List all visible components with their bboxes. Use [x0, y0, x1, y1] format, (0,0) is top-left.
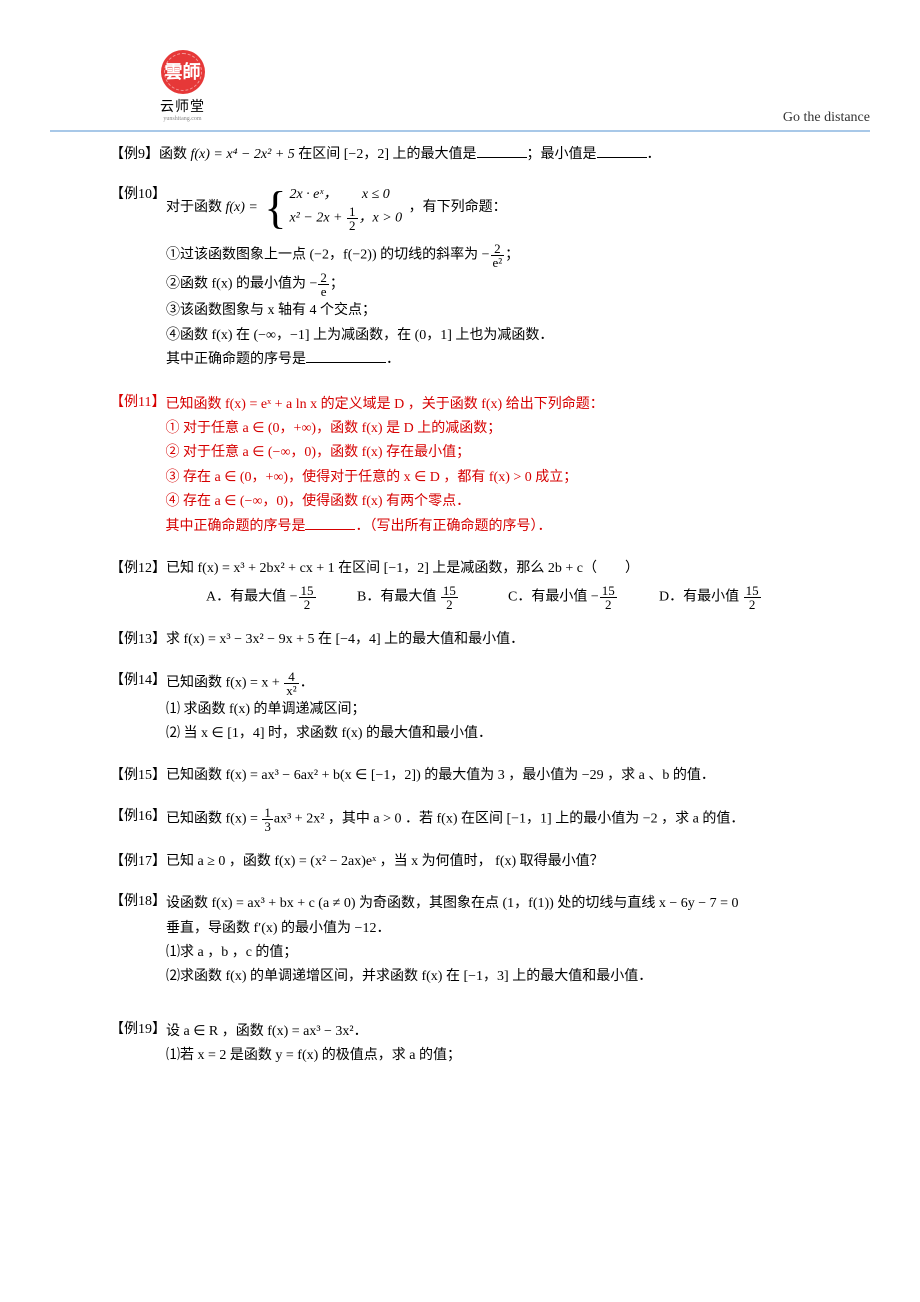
- seal-icon: 雲師: [161, 50, 205, 94]
- case1-cond: x ≤ 0: [362, 187, 390, 202]
- item-5: 其中正确命题的序号是．（写出所有正确命题的序号）．: [165, 516, 810, 538]
- example-body: 已知 a ≥ 0 ，函数 f(x) = (x² − 2ax)eˣ ，当 x 为何…: [166, 851, 810, 873]
- case2-cond: ，x > 0: [359, 211, 403, 226]
- stem: 已知 f(x) = x³ + 2bx² + cx + 1 在区间 [−1，2] …: [166, 558, 810, 580]
- sub-2: ⑵求函数 f(x) 的单调递增区间，并求函数 f(x) 在 [−1，3] 上的最…: [166, 966, 810, 988]
- item-2: ② 对于任意 a ∈ (−∞，0)，函数 f(x) 存在最小值；: [165, 442, 810, 464]
- formula: f(x) = x⁴ − 2x² + 5: [191, 147, 295, 162]
- example-16: 【例16】 已知函数 f(x) = 13ax³ + 2x² ，其中 a > 0 …: [110, 806, 810, 833]
- example-label: 【例19】: [110, 1019, 166, 1070]
- example-label: 【例9】: [110, 144, 159, 166]
- brace-icon: {: [264, 185, 286, 231]
- example-body: 设函数 f(x) = ax³ + bx + c (a ≠ 0) 为奇函数，其图象…: [166, 891, 810, 991]
- example-label: 【例14】: [110, 670, 166, 748]
- example-18: 【例18】 设函数 f(x) = ax³ + bx + c (a ≠ 0) 为奇…: [110, 891, 810, 991]
- example-body: 已知 f(x) = x³ + 2bx² + cx + 1 在区间 [−1，2] …: [166, 558, 810, 611]
- blank: [477, 144, 527, 158]
- sub-1: ⑴ 求函数 f(x) 的单调递减区间；: [166, 699, 810, 721]
- line-1: 设函数 f(x) = ax³ + bx + c (a ≠ 0) 为奇函数，其图象…: [166, 893, 810, 915]
- text: 函数: [159, 147, 191, 162]
- line-1: 设 a ∈ R ，函数 f(x) = ax³ − 3x²．: [166, 1021, 810, 1043]
- example-label: 【例10】: [110, 184, 166, 373]
- logo-subtext: yunshitang.com: [160, 116, 205, 122]
- logo-label: 云师堂: [160, 96, 205, 116]
- content: 【例9】 函数 f(x) = x⁴ − 2x² + 5 在区间 [−2，2] 上…: [50, 144, 870, 1070]
- example-9: 【例9】 函数 f(x) = x⁴ − 2x² + 5 在区间 [−2，2] 上…: [110, 144, 810, 166]
- choice-c: C．有最小值 −152: [508, 584, 659, 611]
- example-label: 【例16】: [110, 806, 166, 833]
- example-12: 【例12】 已知 f(x) = x³ + 2bx² + cx + 1 在区间 […: [110, 558, 810, 611]
- example-body: 已知函数 f(x) = 13ax³ + 2x² ，其中 a > 0 ．若 f(x…: [166, 806, 810, 833]
- sub-1: ⑴求 a ，b ，c 的值；: [166, 942, 810, 964]
- text: ，有下列命题：: [409, 201, 507, 216]
- example-19: 【例19】 设 a ∈ R ，函数 f(x) = ax³ − 3x²． ⑴若 x…: [110, 1019, 810, 1070]
- text: ．: [647, 147, 661, 162]
- example-label: 【例11】: [110, 392, 165, 540]
- tagline: Go the distance: [783, 110, 870, 126]
- example-label: 【例13】: [110, 629, 166, 651]
- example-10: 【例10】 对于函数 f(x) = { 2x · eˣ， x ≤ 0 x² − …: [110, 184, 810, 373]
- example-body: 函数 f(x) = x⁴ − 2x² + 5 在区间 [−2，2] 上的最大值是…: [159, 144, 810, 166]
- example-15: 【例15】 已知函数 f(x) = ax³ − 6ax² + b(x ∈ [−1…: [110, 765, 810, 787]
- example-body: 设 a ∈ R ，函数 f(x) = ax³ − 3x²． ⑴若 x = 2 是…: [166, 1019, 810, 1070]
- text: 对于函数: [166, 201, 226, 216]
- example-body: 已知函数 f(x) = eˣ + a ln x 的定义域是 D ，关于函数 f(…: [165, 392, 810, 540]
- example-body: 对于函数 f(x) = { 2x · eˣ， x ≤ 0 x² − 2x + 1…: [166, 184, 810, 373]
- example-label: 【例17】: [110, 851, 166, 873]
- seal-text: 雲師: [161, 50, 205, 94]
- text: 在区间 [−2，2] 上的最大值是: [295, 147, 477, 162]
- line-1b: 垂直，导函数 f′(x) 的最小值为 −12．: [166, 918, 810, 940]
- choices: A．有最大值 −152 B．有最大值 152 C．有最小值 −152 D．有最小…: [166, 584, 810, 611]
- item-3: ③该函数图象与 x 轴有 4 个交点；: [166, 300, 810, 322]
- item-5: 其中正确命题的序号是．: [166, 349, 810, 371]
- case2: x² − 2x +: [289, 211, 346, 226]
- header: 雲師 云师堂 yunshitang.com Go the distance: [50, 0, 870, 132]
- item-4: ④ 存在 a ∈ (−∞，0)，使得函数 f(x) 有两个零点．: [165, 491, 810, 513]
- text: ；最小值是: [527, 147, 597, 162]
- item-3: ③ 存在 a ∈ (0，+∞)，使得对于任意的 x ∈ D ，都有 f(x) >…: [165, 467, 810, 489]
- example-body: 已知函数 f(x) = x + 4x²． ⑴ 求函数 f(x) 的单调递减区间；…: [166, 670, 810, 748]
- example-label: 【例18】: [110, 891, 166, 991]
- piecewise: { 2x · eˣ， x ≤ 0 x² − 2x + 12，x > 0: [264, 184, 402, 232]
- sub-1: ⑴若 x = 2 是函数 y = f(x) 的极值点，求 a 的值；: [166, 1045, 810, 1067]
- choice-a: A．有最大值 −152: [206, 584, 357, 611]
- example-body: 已知函数 f(x) = ax³ − 6ax² + b(x ∈ [−1，2]) 的…: [166, 765, 810, 787]
- example-13: 【例13】 求 f(x) = x³ − 3x² − 9x + 5 在 [−4，4…: [110, 629, 810, 651]
- head: 已知函数 f(x) = eˣ + a ln x 的定义域是 D ，关于函数 f(…: [165, 394, 810, 416]
- choice-b: B．有最大值 152: [357, 584, 508, 611]
- item-1: ①过该函数图象上一点 (−2，f(−2)) 的切线的斜率为 −2e²；: [166, 242, 810, 269]
- example-label: 【例15】: [110, 765, 166, 787]
- page: 雲師 云师堂 yunshitang.com Go the distance 【例…: [0, 0, 920, 1302]
- example-17: 【例17】 已知 a ≥ 0 ，函数 f(x) = (x² − 2ax)eˣ ，…: [110, 851, 810, 873]
- blank: [597, 144, 647, 158]
- logo: 雲師 云师堂 yunshitang.com: [160, 50, 205, 122]
- case1: 2x · eˣ，: [289, 187, 337, 202]
- item-2: ②函数 f(x) 的最小值为 −2e；: [166, 271, 810, 298]
- item-4: ④函数 f(x) 在 (−∞，−1] 上为减函数，在 (0，1] 上也为减函数．: [166, 325, 810, 347]
- choice-d: D．有最小值 152: [659, 584, 810, 611]
- formula: f(x) =: [226, 201, 262, 216]
- example-14: 【例14】 已知函数 f(x) = x + 4x²． ⑴ 求函数 f(x) 的单…: [110, 670, 810, 748]
- example-body: 求 f(x) = x³ − 3x² − 9x + 5 在 [−4，4] 上的最大…: [166, 629, 810, 651]
- stem: 已知函数 f(x) = x + 4x²．: [166, 670, 810, 697]
- item-1: ① 对于任意 a ∈ (0，+∞)，函数 f(x) 是 D 上的减函数；: [165, 418, 810, 440]
- example-label: 【例12】: [110, 558, 166, 611]
- sub-2: ⑵ 当 x ∈ [1，4] 时，求函数 f(x) 的最大值和最小值．: [166, 723, 810, 745]
- example-11: 【例11】 已知函数 f(x) = eˣ + a ln x 的定义域是 D ，关…: [110, 392, 810, 540]
